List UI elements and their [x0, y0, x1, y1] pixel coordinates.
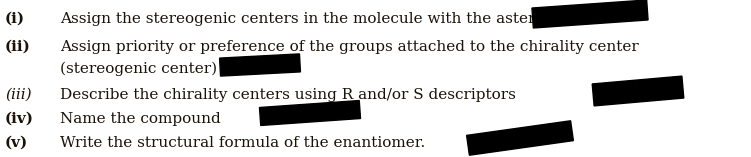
Polygon shape: [532, 0, 648, 28]
Text: (i): (i): [5, 12, 25, 26]
Polygon shape: [219, 54, 300, 76]
Text: (iv): (iv): [5, 112, 34, 126]
Polygon shape: [466, 121, 573, 155]
Text: (v): (v): [5, 136, 29, 150]
Text: Assign priority or preference of the groups attached to the chirality center: Assign priority or preference of the gro…: [60, 40, 639, 54]
Text: (stereogenic center): (stereogenic center): [60, 62, 217, 76]
Text: (ii): (ii): [5, 40, 31, 54]
Text: Describe the chirality centers using R and/or S descriptors: Describe the chirality centers using R a…: [60, 88, 516, 102]
Polygon shape: [260, 100, 360, 125]
Polygon shape: [593, 76, 684, 106]
Text: Assign the stereogenic centers in the molecule with the asterisk: Assign the stereogenic centers in the mo…: [60, 12, 557, 26]
Text: Write the structural formula of the enantiomer.: Write the structural formula of the enan…: [60, 136, 425, 150]
Text: (iii): (iii): [5, 88, 32, 102]
Text: Name the compound: Name the compound: [60, 112, 221, 126]
